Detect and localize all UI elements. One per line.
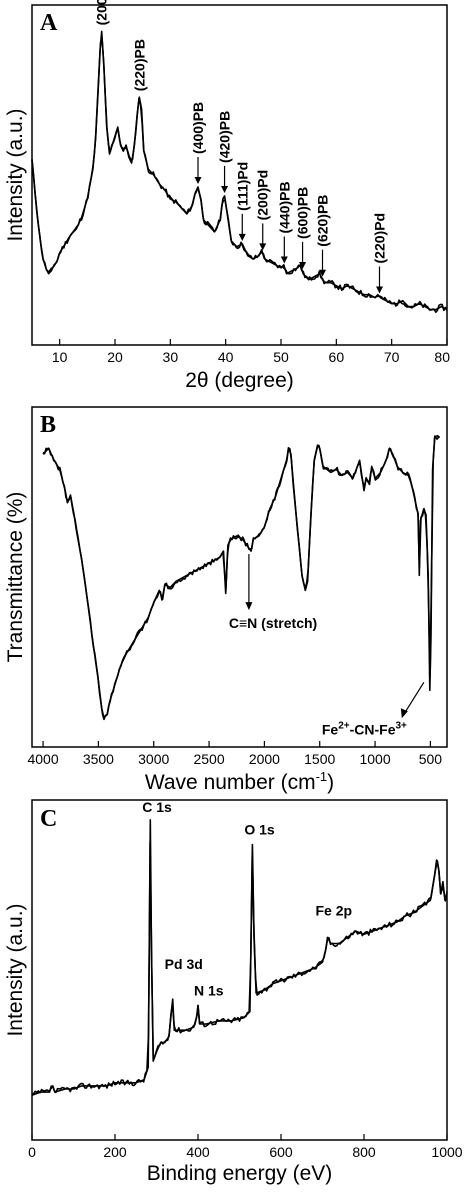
panel-c-x-ticks: 0 200 400 600 800 1000 (28, 1134, 463, 1160)
x-tick-label: 2500 (193, 751, 224, 767)
x-tick-label: 30 (163, 349, 179, 365)
arrow-head (259, 243, 267, 251)
x-tick-label: 500 (419, 751, 443, 767)
panel-c-xps-curve (31, 841, 448, 1095)
panel-c-peak-labels: C 1s Pd 3d N 1s O 1s Fe 2p (142, 799, 352, 999)
panel-c-plot-frame (31, 799, 448, 1141)
x-tick-label: 0 (28, 1144, 36, 1160)
panel-a-x-axis-title: 2θ (degree) (185, 369, 294, 392)
peak-label: (600)PB (295, 187, 311, 239)
x-tick-label: 2000 (249, 751, 280, 767)
peak-annotation: (620)PB (315, 195, 331, 277)
peak-annotation: (420)PB (217, 111, 233, 193)
peak-annotation: (220)PB (131, 39, 147, 91)
x-tick-label: 50 (273, 349, 289, 365)
panel-b-band-labels: C≡N (stretch) Fe2+-CN-Fe3+ (229, 554, 425, 737)
x-tick-label: 200 (103, 1144, 127, 1160)
peak-label: (400)PB (190, 102, 206, 154)
panel-b-x-axis-title: Wave number (cm-1) (145, 769, 334, 794)
panel-b-x-axis-title-tail: ) (327, 771, 334, 794)
panel-a-x-ticks: 10 20 30 40 50 60 70 80 (52, 339, 450, 365)
band-label: C≡N (stretch) (229, 615, 317, 631)
x-tick-label: 600 (269, 1144, 293, 1160)
x-tick-label: 4000 (27, 751, 58, 767)
curve-peak-trace (31, 30, 448, 311)
panel-a-y-axis-title: Intensity (a.u.) (4, 108, 27, 241)
panel-b-plot-frame (31, 406, 448, 748)
peak-label: Pd 3d (165, 956, 203, 972)
curve-peak-trace (42, 435, 440, 719)
x-tick-label: 800 (352, 1144, 376, 1160)
peak-annotation: (220)Pd (371, 213, 387, 294)
arrow-head (280, 256, 288, 264)
x-tick-label: 20 (107, 349, 123, 365)
panel-a-letter: A (40, 10, 58, 36)
peak-annotation: (400)PB (190, 102, 206, 184)
peak-label: (420)PB (217, 111, 233, 163)
peak-label: C 1s (142, 799, 172, 815)
x-tick-label: 1000 (359, 751, 390, 767)
panel-a-xrd: A 10 20 30 40 50 60 70 80 (200)PB (220)PB (400)PB… (4, 0, 450, 392)
peak-label: (200)PB (94, 0, 110, 25)
panel-b-x-axis-title-main: Wave number (cm (145, 771, 316, 794)
arrow-head (400, 708, 408, 719)
peak-annotation: (111)Pd (234, 162, 250, 241)
band-arrow (403, 681, 425, 715)
arrow-head (319, 269, 326, 277)
band-annotation: C≡N (stretch) (229, 554, 317, 631)
panel-a-plot-frame (31, 4, 448, 346)
peak-label: Fe 2p (315, 902, 352, 918)
peak-annotation: (200)PB (94, 0, 110, 25)
x-tick-label: 40 (218, 349, 234, 365)
panel-c-letter: C (40, 806, 57, 832)
band-annotation: Fe2+-CN-Fe3+ (322, 681, 425, 737)
panel-b-y-axis-title: Transmittance (%) (4, 492, 27, 663)
panel-c-y-axis-title: Intensity (a.u.) (4, 903, 27, 1036)
peak-label: O 1s (244, 822, 275, 838)
peak-label: N 1s (194, 982, 224, 998)
arrow-head (375, 286, 383, 294)
panel-c-x-axis-title: Binding energy (eV) (147, 1162, 333, 1185)
peak-annotation: (200)Pd (255, 170, 271, 251)
x-tick-label: 10 (52, 349, 68, 365)
peak-label: (220)PB (131, 39, 147, 91)
arrow-head (221, 185, 229, 193)
panel-c-xps: C 0 200 400 600 800 1000 C 1s Pd 3d N 1s O 1s Fe … (4, 799, 463, 1185)
x-tick-label: 1500 (304, 751, 335, 767)
x-tick-label: 400 (186, 1144, 210, 1160)
peak-annotation: (440)PB (276, 181, 292, 264)
arrow-head (245, 602, 253, 611)
panel-b-letter: B (40, 412, 56, 438)
peak-label: (220)Pd (371, 213, 387, 264)
x-tick-label: 3500 (83, 751, 114, 767)
x-tick-label: 80 (434, 349, 450, 365)
x-tick-label: 70 (384, 349, 400, 365)
peak-label: (620)PB (315, 195, 331, 247)
panel-a-peak-labels: (200)PB (220)PB (400)PB (420)PB(111)Pd (200)… (94, 0, 387, 294)
panel-b-ftir-curve (42, 435, 440, 721)
x-tick-label: 3000 (138, 751, 169, 767)
panel-b-ftir: B 4000 3500 3000 2500 2000 1500 1000 500 C≡N (s… (4, 406, 448, 794)
panel-b-x-ticks: 4000 3500 3000 2500 2000 1500 1000 500 (27, 741, 442, 767)
x-tick-label: 60 (329, 349, 345, 365)
arrow-head (194, 176, 202, 184)
peak-label: (440)PB (276, 181, 292, 233)
peak-label: (200)Pd (255, 170, 271, 221)
panel-b-x-axis-title-sup: -1 (316, 769, 328, 784)
x-tick-label: 1000 (431, 1144, 462, 1160)
peak-annotation: (600)PB (295, 187, 311, 269)
arrow-head (238, 233, 246, 241)
band-label: Fe2+-CN-Fe3+ (322, 720, 407, 737)
curve-peak-trace (31, 819, 448, 1096)
arrow-head (299, 261, 307, 269)
peak-label: (111)Pd (234, 162, 250, 211)
